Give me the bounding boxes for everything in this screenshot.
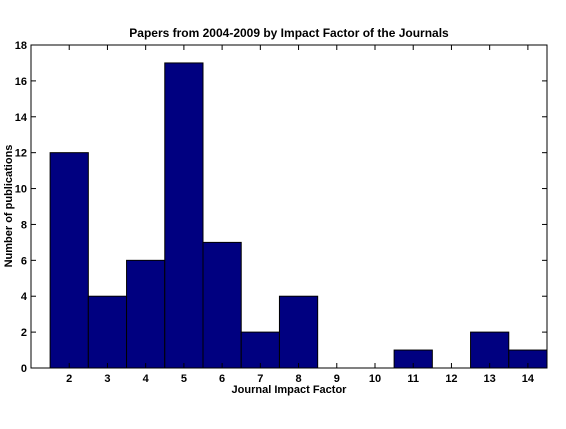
x-tick-label: 7 xyxy=(257,373,263,385)
y-axis-label: Number of publications xyxy=(3,145,15,268)
chart-title: Papers from 2004-2009 by Impact Factor o… xyxy=(129,26,449,40)
bar-6 xyxy=(202,241,242,369)
y-axis-ticks: 0 2 4 6 8 10 12 14 16 18 xyxy=(15,40,547,375)
x-tick-label: 5 xyxy=(181,373,187,385)
bars-group xyxy=(49,62,548,369)
bar-5 xyxy=(164,62,204,369)
y-tick-label: 10 xyxy=(15,184,27,196)
y-tick-label: 16 xyxy=(15,76,27,88)
x-tick-label: 3 xyxy=(104,373,110,385)
y-tick-label: 4 xyxy=(21,291,28,303)
x-tick-label: 10 xyxy=(369,373,381,385)
x-tick-label: 8 xyxy=(295,373,301,385)
bar-3 xyxy=(87,295,128,369)
x-tick-label: 14 xyxy=(522,373,535,385)
bar-4 xyxy=(126,259,166,369)
bar-13 xyxy=(470,331,510,369)
x-tick-label: 12 xyxy=(445,373,457,385)
x-tick-label: 11 xyxy=(407,373,419,385)
bar-7 xyxy=(240,331,280,369)
x-tick-label: 6 xyxy=(219,373,225,385)
x-tick-label: 13 xyxy=(484,373,496,385)
bar-2 xyxy=(49,152,89,369)
x-axis-label: Journal Impact Factor xyxy=(232,384,348,396)
x-tick-label: 9 xyxy=(334,373,340,385)
y-tick-label: 2 xyxy=(21,327,27,339)
bar-8 xyxy=(278,295,319,369)
y-tick-label: 6 xyxy=(21,255,27,267)
y-tick-label: 12 xyxy=(15,148,27,160)
x-tick-label: 4 xyxy=(143,373,150,385)
y-tick-label: 0 xyxy=(21,363,27,375)
y-tick-label: 14 xyxy=(15,112,28,124)
y-tick-label: 8 xyxy=(21,219,27,231)
x-tick-label: 2 xyxy=(66,373,72,385)
y-tick-label: 18 xyxy=(15,40,27,52)
x-axis-ticks: 2 3 4 5 6 7 8 9 10 11 12 13 14 xyxy=(66,45,535,385)
